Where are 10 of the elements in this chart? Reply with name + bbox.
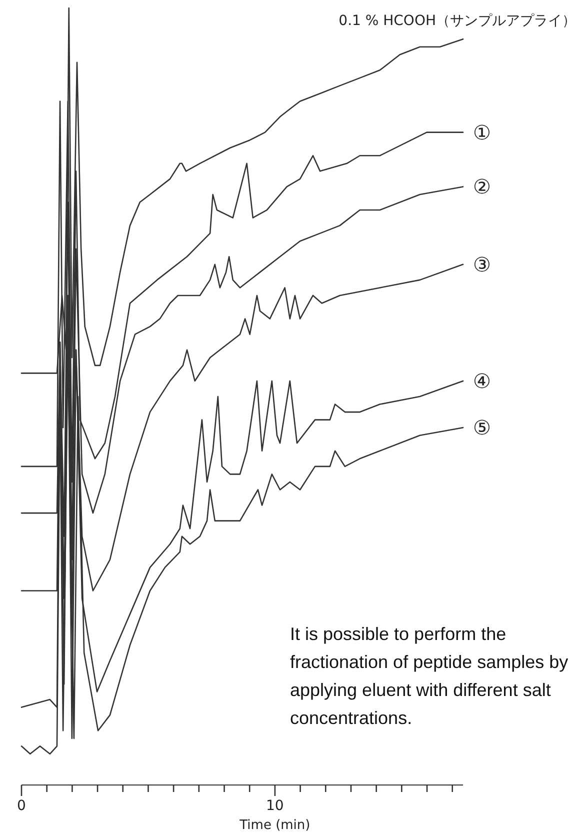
series-label: 0.1 % HCOOH（サンプルアプライ） [338,13,576,30]
x-tick-label: 0 [17,798,26,814]
series-label: ④ [473,368,491,393]
series-label: ① [473,120,491,144]
series-label: ⑤ [473,416,491,440]
x-axis-title: Time (min) [238,818,310,833]
series-label: ③ [473,252,491,276]
series-label: ② [473,174,491,199]
annotation: It is possible to perform the fractionation of peptide samples by applying eluent with different salt concentrations. [290,624,568,728]
x-tick-label: 10 [266,798,284,814]
